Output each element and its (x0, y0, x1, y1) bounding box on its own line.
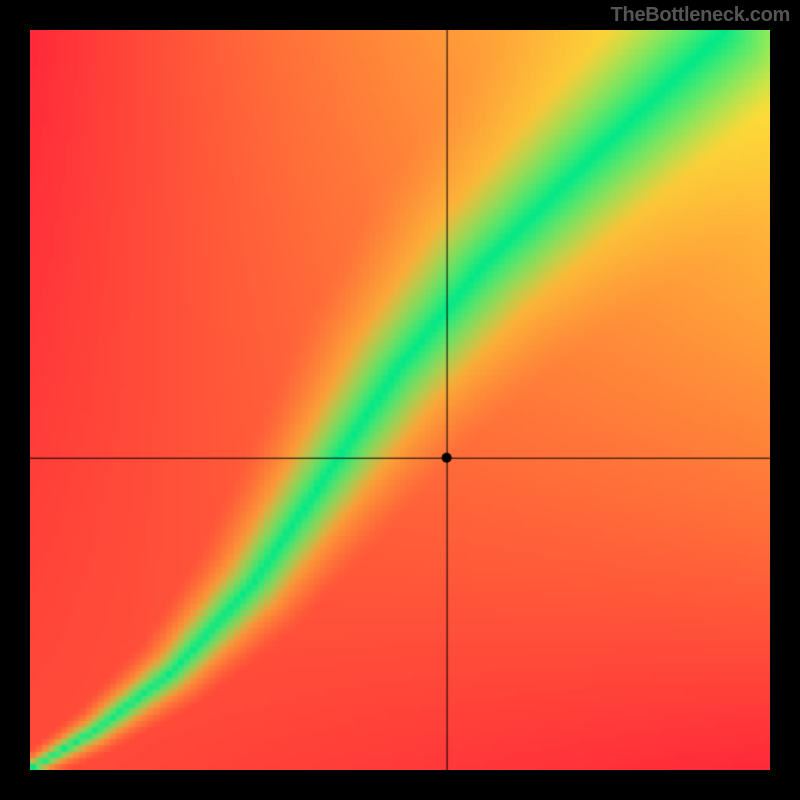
chart-container: TheBottleneck.com (0, 0, 800, 800)
bottleneck-heatmap (30, 30, 770, 770)
watermark-text: TheBottleneck.com (611, 4, 790, 27)
